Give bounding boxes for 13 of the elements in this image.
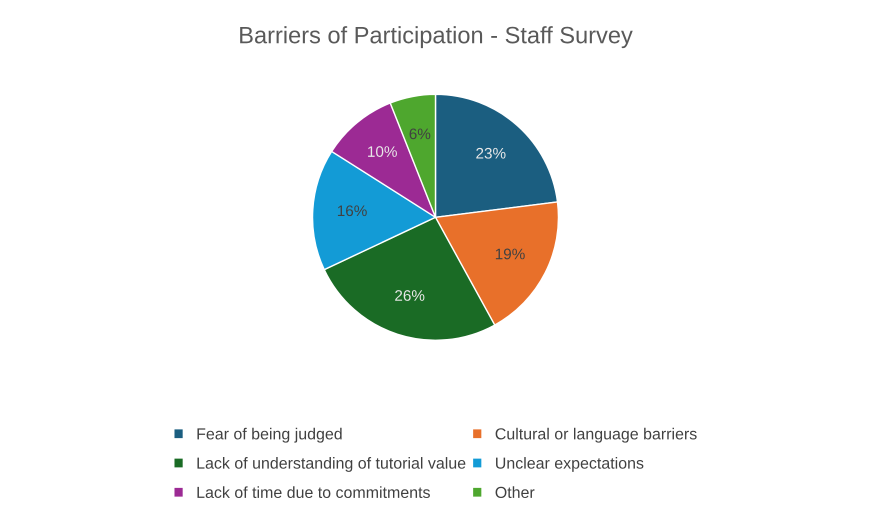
- data-label: 23%: [476, 148, 506, 159]
- data-label: 10%: [368, 146, 397, 157]
- data-label: 16%: [338, 205, 367, 216]
- chart-title: Barriers of Participation - Staff Survey: [240, 26, 633, 48]
- legend-label: Unclear expectations: [496, 457, 644, 472]
- legend-label: Fear of being judged: [197, 428, 342, 443]
- legend-label: Lack of time due to commitments: [197, 486, 430, 498]
- data-label: 26%: [395, 290, 424, 301]
- data-label: 19%: [496, 248, 525, 260]
- legend-label: Cultural or language barriers: [496, 428, 697, 443]
- data-label: 6%: [410, 128, 430, 140]
- legend-label: Lack of understanding of tutorial value: [197, 457, 466, 472]
- legend-label: Other: [496, 486, 534, 498]
